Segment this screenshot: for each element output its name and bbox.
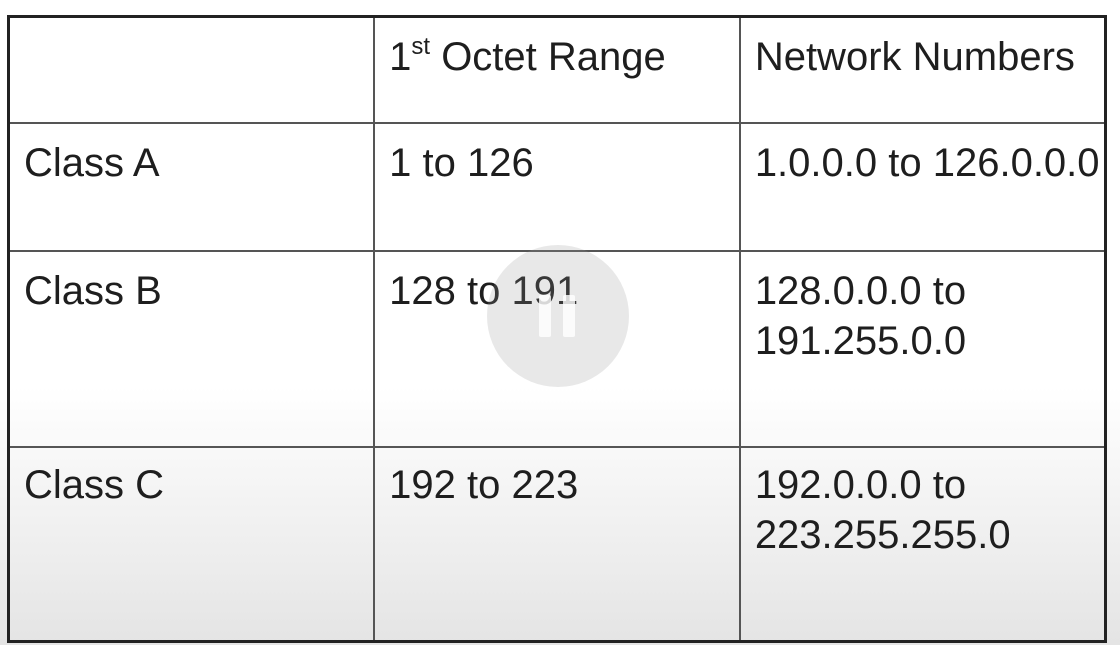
range-value: 128 to 191 xyxy=(389,269,579,313)
class-cell: Class B xyxy=(7,250,376,448)
network-line-2: 191.255.0.0 xyxy=(754,319,967,363)
range-cell: 1 to 126 xyxy=(373,122,741,252)
network-line-1: 192.0.0.0 to xyxy=(754,463,967,507)
range-value: 192 to 223 xyxy=(389,463,579,507)
network-line-1: 1.0.0.0 to 126.0.0.0 xyxy=(754,141,1100,185)
class-label: Class A xyxy=(24,141,160,185)
network-cell: 192.0.0.0 to 223.255.255.0 xyxy=(738,446,1107,643)
network-cell: 1.0.0.0 to 126.0.0.0 xyxy=(738,122,1107,252)
header-octet-superscript: st xyxy=(411,33,431,60)
network-line-2: 223.255.255.0 xyxy=(754,513,1011,557)
header-octet-rest: Octet Range xyxy=(430,35,666,79)
header-cell-octet-range: 1st Octet Range xyxy=(373,15,741,124)
table-header-row: 1st Octet Range Network Numbers xyxy=(7,15,1107,124)
header-cell-blank xyxy=(7,15,376,124)
table-row: Class A 1 to 126 1.0.0.0 to 126.0.0.0 xyxy=(7,122,1107,252)
class-cell: Class C xyxy=(7,446,376,643)
range-value: 1 to 126 xyxy=(389,141,534,185)
class-label: Class B xyxy=(24,269,162,313)
ip-class-table: 1st Octet Range Network Numbers Class A … xyxy=(7,15,1107,643)
range-cell: 128 to 191 xyxy=(373,250,741,448)
header-network-label: Network Numbers xyxy=(754,35,1075,79)
table-row: Class C 192 to 223 192.0.0.0 to 223.255.2… xyxy=(7,446,1107,643)
class-label: Class C xyxy=(24,463,165,507)
header-cell-network-numbers: Network Numbers xyxy=(738,15,1107,124)
table-row: Class B 128 to 191 128.0.0.0 to 191.255.0… xyxy=(7,250,1107,448)
network-cell: 128.0.0.0 to 191.255.0.0 xyxy=(738,250,1107,448)
range-cell: 192 to 223 xyxy=(373,446,741,643)
class-cell: Class A xyxy=(7,122,376,252)
network-line-1: 128.0.0.0 to xyxy=(754,269,967,313)
header-octet-prefix: 1 xyxy=(389,35,412,79)
